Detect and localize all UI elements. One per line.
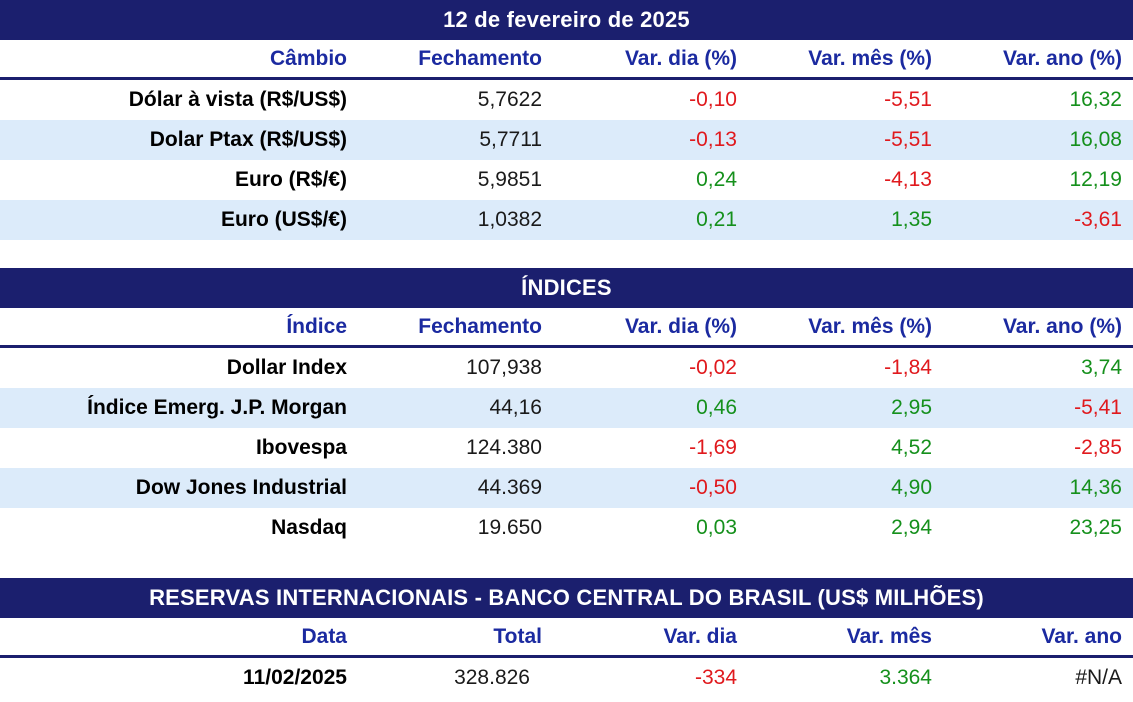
close-value: 1,0382 — [477, 208, 542, 231]
col-header-var-mes: Var. mês (%) — [808, 314, 932, 338]
month-change: 4,90 — [891, 476, 932, 499]
month-change: -5,51 — [884, 128, 932, 151]
day-change: 0,24 — [696, 168, 737, 191]
table-row: Dolar Ptax (R$/US$) 5,7711 -0,13 -5,51 1… — [0, 120, 1133, 160]
month-change: -4,13 — [884, 168, 932, 191]
close-value: 124.380 — [466, 436, 542, 459]
day-change: -1,69 — [689, 436, 737, 459]
month-change: 2,94 — [891, 516, 932, 539]
year-change: -2,85 — [1074, 436, 1122, 459]
year-change: 16,08 — [1069, 128, 1122, 151]
close-value: 5,9851 — [477, 168, 542, 191]
month-change: -1,84 — [884, 356, 932, 379]
close-value: 107,938 — [466, 356, 542, 379]
month-change: 3.364 — [879, 666, 932, 689]
col-header-total: Total — [493, 624, 542, 648]
table-row: Dow Jones Industrial 44.369 -0,50 4,90 1… — [0, 468, 1133, 508]
col-header-fechamento: Fechamento — [418, 314, 542, 338]
month-change: 2,95 — [891, 396, 932, 419]
year-change: 12,19 — [1069, 168, 1122, 191]
row-label: Ibovespa — [255, 436, 347, 459]
row-label: Dollar Index — [226, 356, 347, 379]
reservas-table: RESERVAS INTERNACIONAIS - BANCO CENTRAL … — [0, 578, 1133, 698]
row-label: 11/02/2025 — [243, 666, 347, 689]
close-value: 44,16 — [489, 396, 542, 419]
close-value: 5,7711 — [479, 128, 542, 151]
close-value: 5,7622 — [477, 88, 542, 111]
day-change: -0,10 — [689, 88, 737, 111]
row-label: Índice Emerg. J.P. Morgan — [87, 396, 347, 419]
year-change: -3,61 — [1074, 208, 1122, 231]
table-row: Euro (US$/€) 1,0382 0,21 1,35 -3,61 — [0, 200, 1133, 240]
table-row: Nasdaq 19.650 0,03 2,94 23,25 — [0, 508, 1133, 548]
col-header-fechamento: Fechamento — [418, 46, 542, 70]
col-header-data: Data — [301, 624, 347, 648]
row-label: Euro (US$/€) — [220, 208, 347, 231]
cambio-banner-title: 12 de fevereiro de 2025 — [0, 0, 1133, 40]
row-label: Dólar à vista (R$/US$) — [128, 88, 347, 111]
indices-banner-title: ÍNDICES — [0, 268, 1133, 308]
month-change: 4,52 — [891, 436, 932, 459]
day-change: -0,13 — [689, 128, 737, 151]
indices-header-row: Índice Fechamento Var. dia (%) Var. mês … — [0, 308, 1133, 348]
table-row: Índice Emerg. J.P. Morgan 44,16 0,46 2,9… — [0, 388, 1133, 428]
col-header-var-mes: Var. mês — [846, 624, 932, 648]
table-row: Dólar à vista (R$/US$) 5,7622 -0,10 -5,5… — [0, 80, 1133, 120]
month-change: -5,51 — [884, 88, 932, 111]
table-row: 11/02/2025 328.826 -334 3.364 #N/A — [0, 658, 1133, 698]
day-change: -0,02 — [689, 356, 737, 379]
year-change: 16,32 — [1069, 88, 1122, 111]
col-header-cambio: Câmbio — [269, 46, 347, 70]
day-change: 0,21 — [696, 208, 737, 231]
close-value: 19.650 — [477, 516, 542, 539]
table-row: Euro (R$/€) 5,9851 0,24 -4,13 12,19 — [0, 160, 1133, 200]
year-change: -5,41 — [1074, 396, 1122, 419]
cambio-table: 12 de fevereiro de 2025 Câmbio Fechament… — [0, 0, 1133, 240]
reservas-banner-title: RESERVAS INTERNACIONAIS - BANCO CENTRAL … — [0, 578, 1133, 618]
row-label: Dow Jones Industrial — [135, 476, 347, 499]
table-row: Dollar Index 107,938 -0,02 -1,84 3,74 — [0, 348, 1133, 388]
col-header-indice: Índice — [286, 314, 347, 338]
col-header-var-ano: Var. ano (%) — [1002, 46, 1122, 70]
year-change: 14,36 — [1069, 476, 1122, 499]
row-label: Dolar Ptax (R$/US$) — [149, 128, 347, 151]
month-change: 1,35 — [891, 208, 932, 231]
col-header-var-mes: Var. mês (%) — [808, 46, 932, 70]
reservas-header-row: Data Total Var. dia Var. mês Var. ano — [0, 618, 1133, 658]
year-change: 3,74 — [1081, 356, 1122, 379]
row-label: Nasdaq — [271, 516, 347, 539]
close-value: 44.369 — [477, 476, 542, 499]
day-change: 0,03 — [696, 516, 737, 539]
day-change: -0,50 — [689, 476, 737, 499]
col-header-var-dia: Var. dia (%) — [624, 314, 737, 338]
day-change: 0,46 — [696, 396, 737, 419]
col-header-var-dia: Var. dia (%) — [624, 46, 737, 70]
row-label: Euro (R$/€) — [234, 168, 347, 191]
col-header-var-dia: Var. dia — [663, 624, 737, 648]
col-header-var-ano: Var. ano (%) — [1002, 314, 1122, 338]
year-change: #N/A — [1075, 666, 1122, 689]
indices-table: ÍNDICES Índice Fechamento Var. dia (%) V… — [0, 268, 1133, 548]
total-value: 328.826 — [454, 666, 530, 689]
col-header-var-ano: Var. ano — [1041, 624, 1122, 648]
year-change: 23,25 — [1069, 516, 1122, 539]
day-change: -334 — [694, 666, 737, 689]
cambio-header-row: Câmbio Fechamento Var. dia (%) Var. mês … — [0, 40, 1133, 80]
table-row: Ibovespa 124.380 -1,69 4,52 -2,85 — [0, 428, 1133, 468]
